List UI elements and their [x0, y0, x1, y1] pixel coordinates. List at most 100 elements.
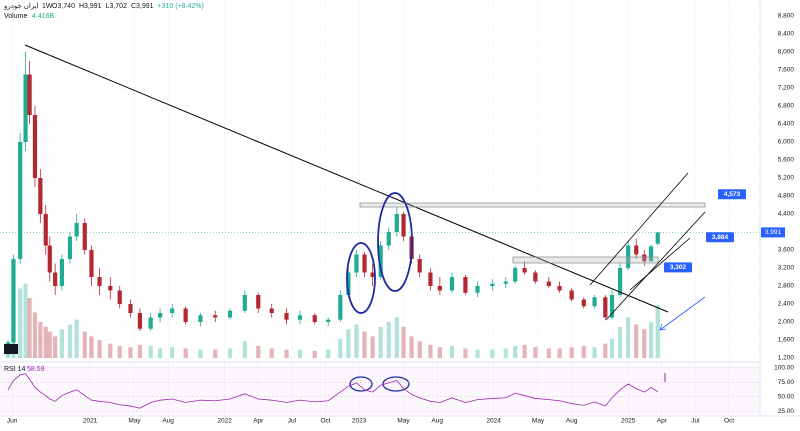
x-tick-label: 2025	[621, 418, 636, 425]
x-tick-label: 2022	[217, 418, 232, 425]
candle-body	[338, 294, 343, 320]
candle-body	[490, 283, 495, 286]
volume-bar	[401, 326, 406, 358]
y-tick-label: 3,200	[778, 265, 795, 272]
volume-bar	[592, 347, 597, 358]
volume-bar	[417, 341, 422, 358]
volume-bar	[183, 348, 188, 358]
volume-bar	[362, 331, 367, 358]
volume-bar	[569, 347, 574, 358]
price-badge-label: 4,573	[724, 191, 741, 198]
candle-body	[603, 297, 608, 318]
candle-body	[108, 285, 113, 291]
candle-body	[242, 294, 247, 311]
volume-bar	[59, 329, 64, 358]
volume-bar	[43, 326, 48, 358]
candle-body	[148, 317, 153, 329]
candle-body	[401, 214, 406, 237]
candle-body	[27, 74, 32, 116]
volume-bar	[533, 347, 538, 358]
interval: 1W	[42, 3, 53, 10]
drawings	[24, 44, 706, 392]
candle-body	[655, 232, 660, 244]
volume-bar	[97, 340, 102, 358]
support-zone	[512, 256, 659, 264]
y-tick-label: 2,400	[778, 301, 795, 308]
candle-body	[82, 223, 87, 250]
rsi-value: 58.59	[27, 366, 45, 373]
volume-bar	[312, 350, 317, 358]
candle-body	[97, 276, 102, 286]
volume-bar	[213, 349, 218, 358]
candle-body	[386, 232, 391, 246]
symbol: ایران خودرو	[3, 2, 39, 10]
candle-body	[183, 308, 188, 322]
channel-line	[629, 237, 691, 291]
volume-bar	[370, 336, 375, 358]
arrow	[659, 296, 706, 331]
candle-body	[362, 254, 367, 273]
volume-bar	[89, 336, 94, 358]
y-tick-label: 6,800	[778, 103, 795, 110]
volume-bar	[648, 322, 654, 358]
x-tick-label: 2023	[352, 418, 367, 425]
volume-bar	[326, 349, 331, 358]
channel-line	[589, 172, 689, 286]
candle-body	[513, 267, 518, 282]
volume-bar	[297, 349, 303, 358]
volume-bar	[626, 317, 631, 358]
price-badge	[706, 232, 734, 243]
ohlc-label: +310 (+8.42%)	[158, 3, 204, 10]
candle-body	[74, 223, 79, 237]
y-tick-label: 6,400	[778, 121, 795, 128]
y-tick-label: 4,400	[778, 211, 795, 218]
volume-bar	[82, 331, 87, 358]
volume-bar	[386, 322, 391, 358]
candle-body	[634, 245, 639, 255]
volume-bar	[642, 329, 647, 358]
y-tick-label: 8,800	[778, 13, 795, 20]
candle-body	[43, 214, 48, 246]
volume-bar	[53, 336, 58, 358]
candle-body	[128, 303, 133, 313]
candle-body	[59, 258, 64, 286]
y-tick-label: 8,400	[778, 31, 795, 38]
price-badge-label: 3,302	[670, 264, 687, 271]
candle-body	[437, 285, 442, 291]
candle-body	[428, 272, 433, 286]
rsi-band	[0, 365, 760, 414]
volume-bar	[128, 347, 133, 358]
rsi-tick-label: 75.00	[778, 379, 795, 386]
highlight-ellipse	[346, 242, 376, 314]
volume-bar	[449, 346, 455, 358]
candle-body	[581, 299, 586, 307]
volume-bar	[157, 348, 163, 358]
volume-bar	[503, 348, 508, 358]
volume-bar	[655, 305, 660, 358]
candle-body	[503, 281, 508, 284]
y-tick-label: 5,600	[778, 157, 795, 164]
resistance-zone	[359, 202, 706, 208]
rsi-ellipse	[349, 376, 373, 392]
x-tick-label: Jun	[7, 418, 18, 425]
ohlc-label: C3,991	[131, 3, 154, 10]
rsi-tick-label: 25.00	[778, 408, 795, 415]
volume-bar	[170, 347, 175, 358]
candle-body	[346, 272, 351, 295]
x-tick-label: Oct	[320, 418, 330, 425]
x-tick-label: Aug	[162, 418, 174, 425]
y-tick-label: 4,800	[778, 193, 795, 200]
volume-bar	[394, 317, 399, 358]
candle-body	[269, 308, 274, 313]
x-tick-label: Aug	[566, 418, 578, 425]
x-tick-label: May	[532, 418, 545, 425]
volume-bar	[227, 348, 233, 358]
volume-bar	[522, 344, 527, 358]
y-tick-label: 6,000	[778, 139, 795, 146]
volume-bar	[490, 349, 495, 358]
x-tick-label: Apr	[657, 418, 668, 425]
ohlc-label: H3,991	[79, 3, 102, 10]
candle-body	[592, 297, 597, 307]
candle-body	[557, 285, 562, 291]
